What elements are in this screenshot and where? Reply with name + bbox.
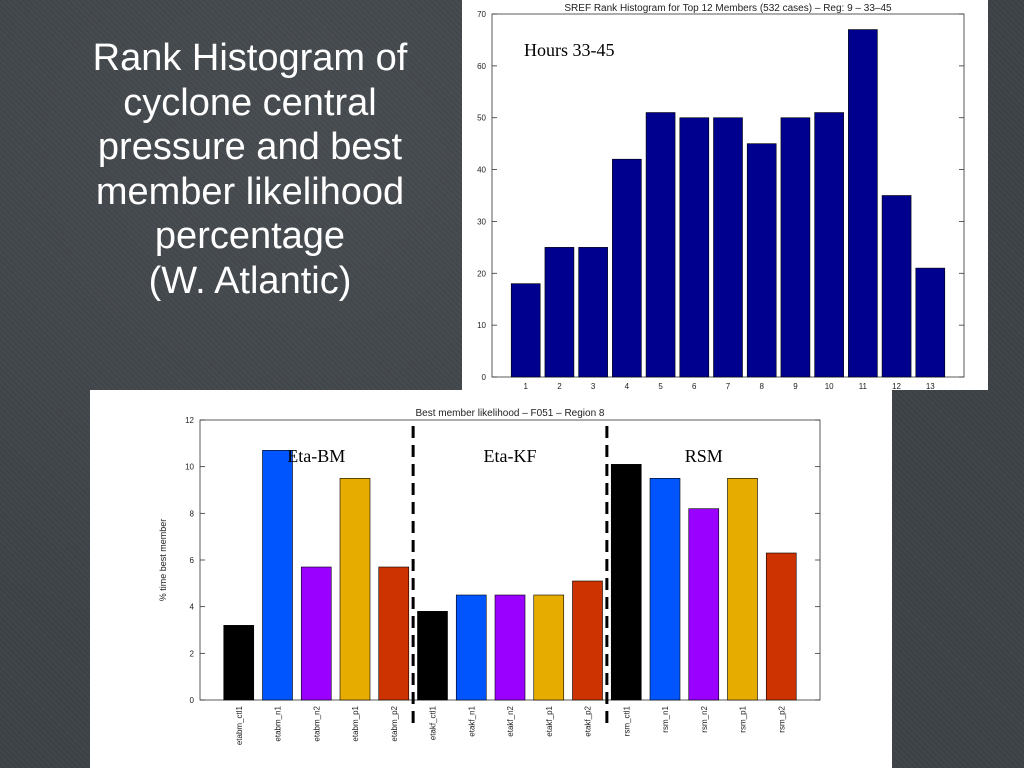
x-tick-label: rsm_n2 — [700, 705, 709, 732]
bar — [572, 580, 603, 701]
x-tick-label: 6 — [692, 382, 697, 390]
x-tick-label: 13 — [926, 382, 935, 390]
bar — [417, 611, 448, 701]
slide-title-line: member likelihood — [95, 170, 405, 213]
chart-title: SREF Rank Histogram for Top 12 Members (… — [564, 3, 892, 14]
x-tick-label: rsm_ctl1 — [622, 705, 631, 736]
y-tick-label: 2 — [190, 649, 195, 658]
bar — [578, 247, 608, 378]
y-tick-label: 10 — [477, 321, 486, 330]
bar — [688, 508, 720, 701]
bar — [544, 247, 575, 378]
x-tick-label: 9 — [793, 382, 798, 390]
bar — [510, 283, 541, 378]
group-label: Eta-BM — [287, 446, 345, 466]
bar — [378, 566, 410, 701]
slide-title-line: (W. Atlantic) — [148, 259, 352, 302]
slide-title: Rank Histogram of cyclone central pressure… — [40, 36, 460, 303]
bar — [848, 29, 878, 378]
y-tick-label: 70 — [477, 10, 486, 19]
bar — [300, 566, 332, 701]
x-tick-label: etabm_n1 — [274, 705, 283, 741]
slide-title-line: cyclone central — [123, 81, 377, 124]
y-tick-label: 10 — [185, 463, 194, 472]
group-label: RSM — [685, 446, 723, 466]
y-tick-label: 12 — [185, 416, 194, 425]
bar — [780, 117, 811, 378]
bar — [223, 625, 255, 701]
bar — [649, 478, 681, 701]
best-member-chart: 0 2 4 6 8 10 12 etabm_ctl1 etabm_n1 etabm_n2 etabm… — [158, 408, 821, 745]
y-tick-label: 60 — [477, 62, 486, 71]
bar — [610, 464, 642, 701]
x-tick-label: 12 — [892, 382, 901, 390]
x-tick-label: 5 — [658, 382, 663, 390]
bar — [814, 112, 844, 378]
bar — [765, 552, 797, 701]
x-tick-label: 10 — [825, 382, 834, 390]
x-tick-label: etabm_p2 — [390, 705, 399, 741]
x-tick-label: etabm_ctl1 — [235, 705, 244, 745]
x-tick-label: rsm_n1 — [661, 705, 670, 732]
slide-title-line: percentage — [154, 215, 346, 257]
bar — [533, 594, 565, 701]
x-tick-label: 2 — [557, 382, 562, 390]
chart-annotation: Hours 33-45 — [524, 40, 615, 60]
x-tick-label: etakf_n1 — [467, 705, 476, 736]
y-tick-label: 8 — [190, 509, 195, 518]
x-tick-label: etakf_ctl1 — [429, 705, 438, 740]
x-tick-label: etabm_p1 — [351, 705, 360, 741]
y-tick-label: 0 — [482, 373, 487, 382]
group-label: Eta-KF — [484, 446, 537, 466]
x-tick-label: 3 — [591, 382, 596, 390]
y-tick-label: 50 — [477, 114, 486, 123]
y-tick-label: 30 — [477, 217, 486, 226]
y-tick-label: 0 — [190, 696, 195, 705]
bar — [746, 143, 777, 378]
bar — [881, 195, 912, 378]
x-tick-label: etakf_p1 — [545, 705, 554, 736]
x-tick-label: 8 — [759, 382, 764, 390]
x-tick-label: etakf_n2 — [506, 705, 515, 736]
bar — [645, 112, 676, 378]
rank-histogram-panel: 0 10 20 30 40 50 60 70 1 2 3 4 5 6 7 8 9 10 11 12 13 SREF Ran… — [462, 0, 988, 390]
bar — [679, 117, 710, 378]
x-tick-label: 4 — [625, 382, 630, 390]
bar — [339, 478, 371, 701]
bar — [455, 594, 487, 701]
x-tick-label: etabm_n2 — [312, 705, 321, 741]
bar — [713, 117, 743, 378]
bar — [915, 267, 946, 378]
y-tick-label: 20 — [477, 269, 486, 278]
x-tick-label: rsm_p1 — [739, 705, 748, 732]
x-tick-label: 11 — [859, 382, 868, 390]
y-tick-label: 40 — [477, 166, 486, 175]
bar — [494, 594, 526, 701]
x-tick-label: 1 — [523, 382, 528, 390]
bar — [262, 450, 293, 701]
y-tick-label: 4 — [190, 603, 195, 612]
slide-title-line: pressure and best — [97, 126, 403, 168]
bar — [612, 158, 642, 378]
x-tick-label: 7 — [726, 382, 731, 390]
best-member-panel: 0 2 4 6 8 10 12 etabm_ctl1 etabm_n1 etabm_n2 etabm… — [90, 390, 892, 768]
bar — [727, 478, 758, 701]
x-tick-label: rsm_p2 — [777, 705, 786, 732]
x-tick-label: etakf_p2 — [584, 705, 593, 736]
slide-title-line: Rank Histogram of — [92, 37, 408, 79]
chart-title: Best member likelihood – F051 – Region 8 — [416, 408, 605, 419]
y-tick-label: 6 — [190, 556, 195, 565]
y-axis-label: % time best member — [158, 519, 168, 602]
